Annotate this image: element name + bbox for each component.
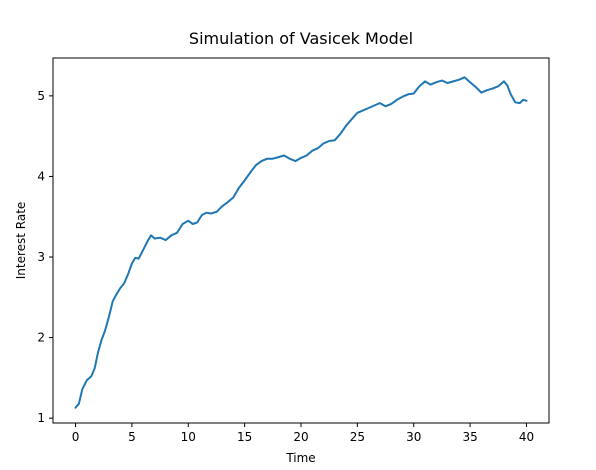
x-tick-label: 5 xyxy=(128,430,136,444)
y-tick-label: 2 xyxy=(37,331,45,345)
chart-title: Simulation of Vasicek Model xyxy=(189,29,413,48)
x-tick-label: 30 xyxy=(406,430,421,444)
series-layer xyxy=(74,76,528,409)
y-tick-label: 1 xyxy=(37,411,45,425)
x-tick-label: 10 xyxy=(181,430,196,444)
x-tick-label: 35 xyxy=(462,430,477,444)
series-line-1 xyxy=(74,76,528,409)
x-tick-label: 20 xyxy=(293,430,308,444)
y-tick-label: 4 xyxy=(37,169,45,183)
x-axis-label: Time xyxy=(285,451,315,465)
y-tick-label: 3 xyxy=(37,250,45,264)
x-tick-label: 0 xyxy=(72,430,80,444)
x-tick-label: 25 xyxy=(350,430,365,444)
x-tick-label: 40 xyxy=(519,430,534,444)
y-axis-ticks: 1 2 3 4 5 xyxy=(37,89,53,425)
y-axis-label: Interest Rate xyxy=(14,202,28,280)
x-axis-ticks: 0 5 10 15 20 25 30 35 40 xyxy=(72,423,534,444)
x-tick-label: 15 xyxy=(237,430,252,444)
y-tick-label: 5 xyxy=(37,89,45,103)
